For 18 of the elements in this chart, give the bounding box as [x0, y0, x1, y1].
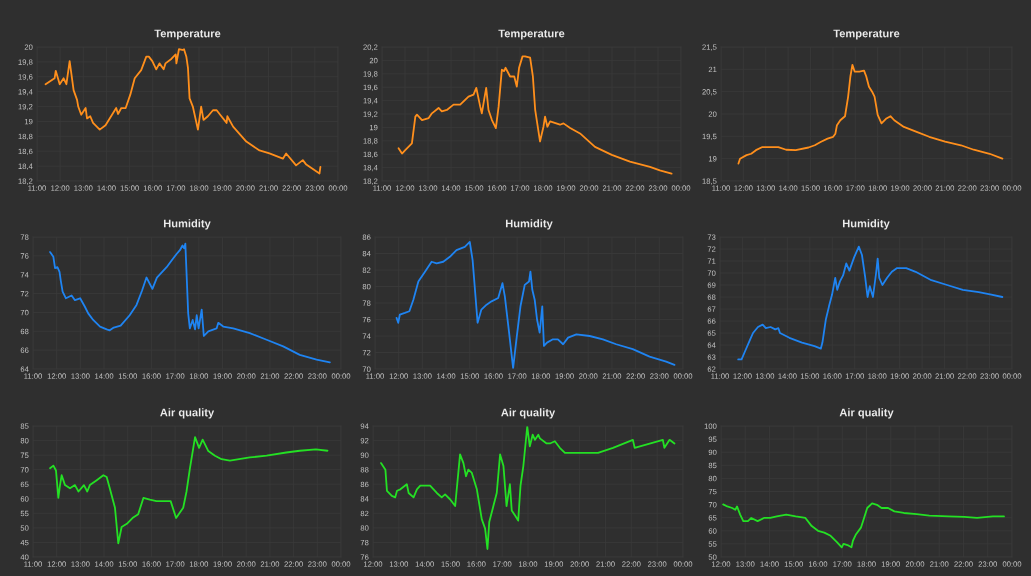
line-series: [49, 242, 331, 364]
line-series: [395, 241, 676, 369]
line-series: [737, 63, 1004, 165]
chart-title: Humidity: [163, 219, 211, 230]
line-series: [44, 48, 322, 175]
chart-title: Air quality: [160, 408, 215, 419]
line-series: [49, 436, 329, 545]
chart-title: Temperature: [498, 29, 565, 40]
chart-title: Humidity: [842, 219, 890, 230]
line-series: [397, 55, 673, 175]
line-series: [380, 426, 676, 550]
line-series: [722, 502, 1005, 549]
chart-title: Air quality: [501, 408, 556, 419]
chart-title: Air quality: [839, 408, 894, 419]
chart-title: Temperature: [833, 29, 900, 40]
chart-title: Humidity: [505, 219, 553, 230]
chart-title: Temperature: [154, 29, 221, 40]
line-series: [737, 245, 1004, 361]
